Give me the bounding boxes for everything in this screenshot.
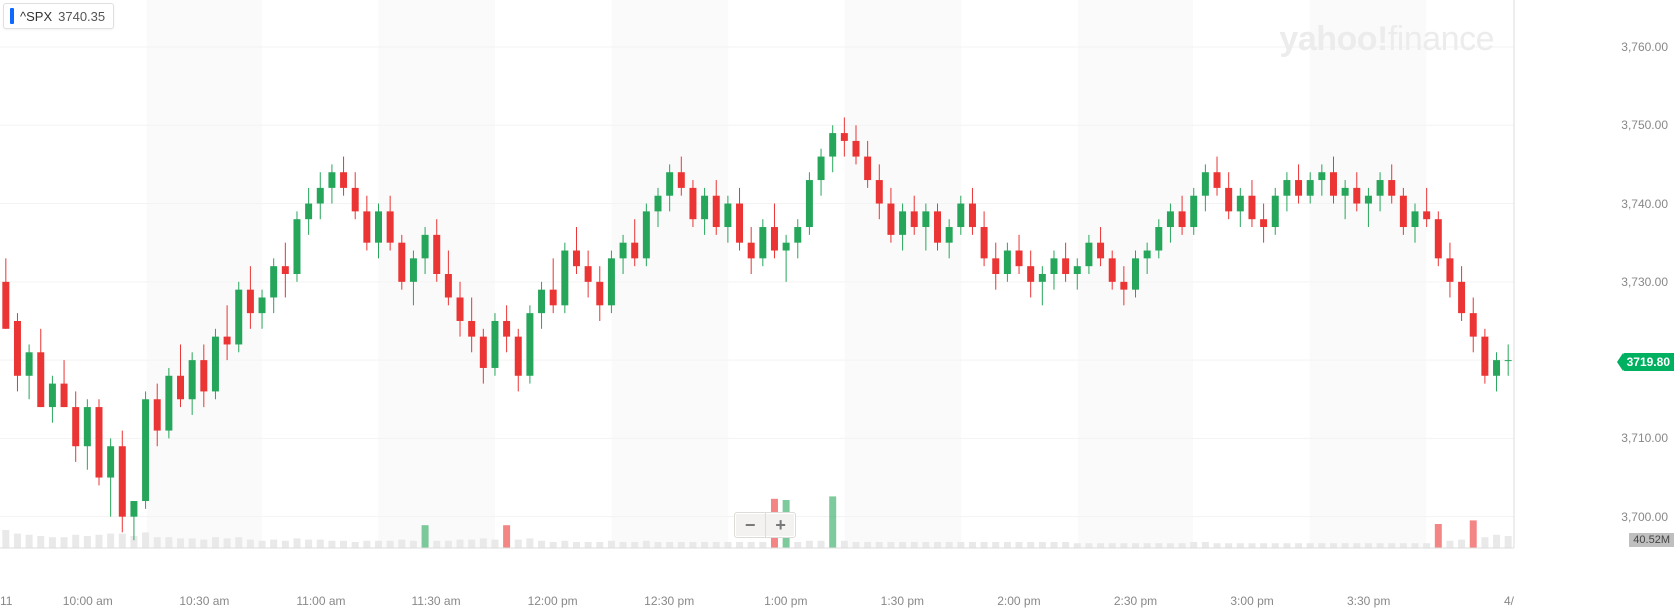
x-axis-tick: 12:30 pm <box>644 594 694 608</box>
zoom-controls: − + <box>734 512 796 538</box>
x-axis-tick: 11:30 am <box>411 594 460 608</box>
x-axis-tick: 11:00 am <box>296 594 345 608</box>
x-axis-tick: 1:30 pm <box>881 594 924 608</box>
x-axis-tick: 10:00 am <box>63 594 113 608</box>
ticker-price: 3740.35 <box>58 9 105 24</box>
y-axis-tick: 3,750.00 <box>1621 118 1668 132</box>
x-axis-tick: 10:30 am <box>179 594 229 608</box>
x-axis-tick: 2:00 pm <box>997 594 1040 608</box>
zoom-in-button[interactable]: + <box>765 513 795 537</box>
y-axis-tick: 3,710.00 <box>1621 431 1668 445</box>
y-axis-tick: 3,730.00 <box>1621 275 1668 289</box>
x-axis-tick: 2:30 pm <box>1114 594 1157 608</box>
logo-brand: yahoo! <box>1279 20 1387 58</box>
ticker-chip[interactable]: ^SPX 3740.35 <box>3 3 114 29</box>
drag-handle-icon <box>10 8 14 24</box>
logo-product: finance <box>1388 20 1494 58</box>
ticker-symbol: ^SPX <box>20 9 52 24</box>
last-price-tag: 3719.80 <box>1623 353 1674 371</box>
zoom-out-button[interactable]: − <box>735 513 765 537</box>
chart-root: ^SPX 3740.35 yahoo!finance − + 3,700.00 3… <box>0 0 1674 612</box>
yahoo-finance-logo: yahoo!finance <box>1279 20 1494 59</box>
x-axis-tick: 3:00 pm <box>1230 594 1273 608</box>
x-axis-tick: 1:00 pm <box>764 594 807 608</box>
x-axis-tick: 3:30 pm <box>1347 594 1390 608</box>
price-chart[interactable] <box>0 0 1674 612</box>
volume-tag: 40.52M <box>1629 533 1674 547</box>
x-axis-tick: 4/ <box>1504 594 1514 608</box>
y-axis-tick: 3,740.00 <box>1621 197 1668 211</box>
y-axis-tick: 3,760.00 <box>1621 40 1668 54</box>
x-axis-tick: 12:00 pm <box>528 594 578 608</box>
x-axis-tick: 11 <box>0 594 12 608</box>
y-axis-tick: 3,700.00 <box>1621 510 1668 524</box>
